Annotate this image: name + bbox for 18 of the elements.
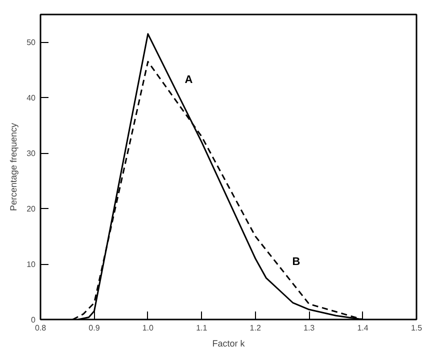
x-tick-label: 1.2	[250, 324, 262, 332]
x-tick-label: 0.9	[88, 324, 100, 332]
series-label: B	[292, 256, 300, 268]
y-tick-label: 20	[26, 204, 36, 214]
series-label: A	[184, 74, 193, 86]
x-tick-label: 1.0	[142, 324, 154, 332]
y-tick-label: 40	[26, 94, 36, 103]
x-axis-title: Factor k	[212, 338, 246, 348]
x-tick-label: 0.8	[34, 324, 47, 332]
y-tick-label: 10	[26, 260, 36, 270]
x-tick-label: 1.3	[304, 324, 316, 332]
x-tick-label: 1.1	[196, 324, 208, 332]
y-tick-label: 0	[31, 316, 36, 324]
y-tick-label: 30	[26, 149, 36, 158]
y-axis-title: Percentage frequency	[8, 122, 19, 212]
x-tick-label: 1.5	[410, 324, 423, 332]
x-tick-label: 1.4	[357, 324, 369, 332]
y-tick-label: 50	[26, 38, 36, 48]
